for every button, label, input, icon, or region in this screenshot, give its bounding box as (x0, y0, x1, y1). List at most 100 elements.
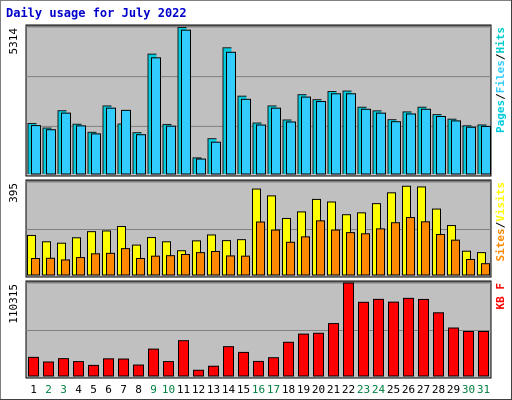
sites-bar (301, 236, 310, 276)
sites-bar (106, 252, 115, 276)
kbytes-bar (283, 341, 294, 377)
sites-bar (436, 234, 445, 276)
x-tick-label: 21 (327, 383, 340, 396)
files-bar (226, 51, 236, 175)
kbytes-bar (463, 330, 474, 377)
kbytes-bar (118, 358, 129, 377)
x-tick-label: 14 (222, 383, 236, 396)
visits-panel-ymax-label: 395 (7, 183, 20, 203)
sites-bar (181, 254, 190, 276)
x-tick-label: 15 (237, 383, 250, 396)
x-tick-label: 28 (432, 383, 445, 396)
files-bar (316, 101, 326, 175)
legend-entry: KB (494, 296, 507, 310)
x-tick-label: 17 (267, 383, 280, 396)
sites-bar (361, 233, 370, 276)
chart-title: Daily usage for July 2022 (6, 6, 187, 20)
files-bar (31, 125, 41, 175)
files-bar (166, 125, 176, 175)
kbytes-bar (208, 365, 219, 377)
x-tick-label: 8 (135, 383, 142, 396)
kbytes-bar (448, 327, 459, 377)
kbytes-bar (163, 361, 174, 377)
x-tick-label: 4 (75, 383, 82, 396)
x-tick-label: 12 (192, 383, 205, 396)
sites-bar (196, 252, 205, 276)
files-bar (76, 125, 86, 175)
x-tick-label: 11 (177, 383, 190, 396)
kbytes-bar (28, 356, 39, 377)
x-tick-label: 31 (477, 383, 490, 396)
sites-bar (151, 255, 160, 276)
kbytes-bar (328, 323, 339, 377)
legend-entry: / (494, 53, 507, 60)
legend-entry: Hits (494, 27, 507, 54)
x-tick-label: 19 (297, 383, 310, 396)
sites-bar (421, 221, 430, 276)
files-bar (421, 108, 431, 175)
files-bar (406, 113, 416, 175)
x-tick-label: 26 (402, 383, 415, 396)
sites-bar (76, 257, 85, 276)
files-bar (286, 121, 296, 175)
legend-entry: F (494, 283, 507, 296)
sites-bar (61, 259, 70, 276)
files-bar (346, 93, 356, 175)
files-bar (391, 121, 401, 175)
x-tick-label: 22 (342, 383, 355, 396)
sites-bar (451, 239, 460, 276)
x-tick-label: 25 (387, 383, 400, 396)
kbytes-bar (298, 333, 309, 377)
legend-entry: Sites (494, 228, 507, 261)
sites-bar (376, 228, 385, 276)
kbytes-bar (268, 357, 279, 377)
legend-entry: Files (494, 60, 507, 93)
visits-panel-legend: Sites/Visits (494, 182, 507, 262)
files-bar (61, 112, 71, 175)
sites-bar (286, 241, 295, 276)
kbytes-bar (223, 346, 234, 377)
x-tick-label: 16 (252, 383, 265, 396)
files-bar (376, 112, 386, 175)
legend-entry: / (494, 221, 507, 228)
x-tick-label: 13 (207, 383, 220, 396)
x-tick-label: 2 (45, 383, 52, 396)
hits-panel-legend: Pages/Files/Hits (494, 27, 507, 133)
hits-panel-ymax-label: 5314 (7, 28, 20, 55)
sites-bar (481, 263, 490, 276)
files-bar (331, 93, 341, 175)
sites-bar (226, 255, 235, 276)
kbytes-bar (313, 332, 324, 377)
files-bar (361, 108, 371, 175)
kbytes-bar (358, 301, 369, 377)
files-bar (106, 107, 116, 175)
sites-bar (256, 221, 265, 276)
x-tick-label: 27 (417, 383, 430, 396)
sites-bar (121, 248, 130, 276)
x-tick-label: 7 (120, 383, 127, 396)
kbytes-bar (178, 340, 189, 377)
kbytes-bar (373, 298, 384, 377)
x-tick-label: 23 (357, 383, 370, 396)
files-bar (466, 126, 476, 175)
sites-bar (211, 250, 220, 276)
kbytes-bar (478, 330, 489, 377)
sites-bar (406, 217, 415, 276)
sites-bar (271, 229, 280, 276)
files-bar (481, 125, 491, 175)
x-tick-label: 20 (312, 383, 325, 396)
files-bar (46, 129, 56, 175)
sites-bar (316, 220, 325, 276)
x-tick-label: 29 (447, 383, 460, 396)
files-bar (181, 29, 191, 175)
legend-entry: Visits (494, 182, 507, 222)
files-bar (151, 57, 161, 175)
sites-bar (346, 232, 355, 276)
legend-entry: Pages (494, 100, 507, 133)
sites-bar (136, 258, 145, 276)
sites-bar (331, 229, 340, 276)
sites-bar (391, 222, 400, 276)
kbytes-bar (403, 297, 414, 377)
kbytes-panel-ymax-label: 110315 (7, 284, 20, 324)
x-tick-label: 10 (162, 383, 175, 396)
